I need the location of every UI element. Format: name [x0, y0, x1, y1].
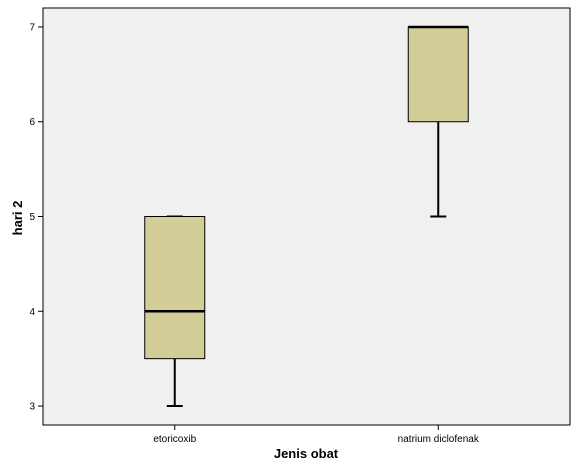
y-axis-title: hari 2: [10, 201, 25, 236]
boxes: [144, 25, 469, 408]
y-tick-label: 6: [29, 117, 35, 128]
x-axis-title: Jenis obat: [274, 446, 339, 461]
y-tick-label: 3: [29, 402, 35, 413]
plot-area: [42, 7, 571, 426]
x-axis-ticks: etoricoxib natrium diclofenak: [153, 425, 480, 445]
box-iqr: [407, 26, 469, 123]
box-2: [407, 25, 469, 218]
y-axis-ticks: 3 4 5 6 7: [29, 22, 43, 413]
y-tick-label: 7: [29, 22, 35, 33]
y-tick-label: 4: [29, 307, 35, 318]
box-iqr: [144, 216, 206, 360]
box-1: [144, 215, 206, 408]
x-tick-label: natrium diclofenak: [398, 434, 480, 445]
y-tick-label: 5: [29, 212, 35, 223]
x-tick-label: etoricoxib: [153, 434, 196, 445]
